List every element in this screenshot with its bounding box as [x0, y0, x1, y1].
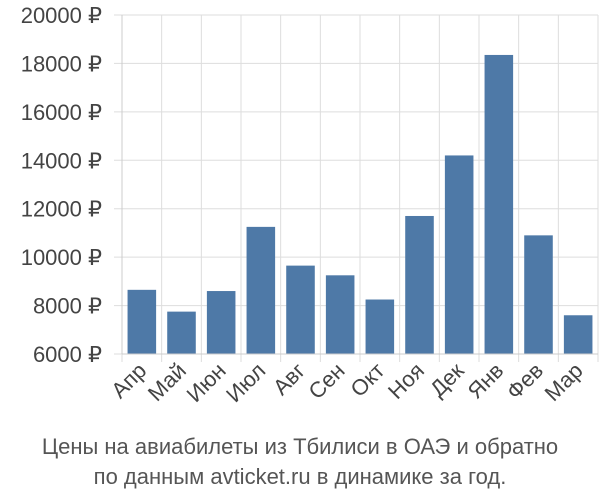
y-tick-label: 14000 ₽ [21, 148, 102, 173]
chart-caption-line-1: Цены на авиабилеты из Тбилиси в ОАЭ и об… [41, 434, 559, 459]
x-tick-label: Авг [268, 358, 310, 400]
y-tick-label: 16000 ₽ [21, 100, 102, 125]
bars [127, 54, 593, 354]
x-tick-label: Июн [182, 358, 231, 407]
y-tick-label: 10000 ₽ [21, 245, 102, 270]
bar [286, 265, 315, 354]
x-tick-label: Янв [463, 358, 509, 404]
bar [484, 54, 514, 354]
axes [121, 15, 598, 355]
bar [167, 311, 196, 354]
bar [246, 226, 276, 354]
grid-lines [114, 14, 599, 362]
bar [405, 215, 434, 354]
y-tick-label: 6000 ₽ [33, 342, 102, 367]
y-tick-label: 8000 ₽ [33, 294, 102, 319]
x-tick-label: Ноя [383, 358, 429, 404]
bar [444, 155, 474, 354]
x-tick-label: Май [143, 358, 191, 406]
x-tick-label: Апр [106, 358, 151, 403]
x-tick-label: Фев [502, 358, 548, 404]
x-tick-label: Сен [304, 358, 350, 404]
y-tick-label: 18000 ₽ [21, 51, 102, 76]
x-tick-label: Окт [345, 358, 389, 402]
bar [524, 235, 553, 354]
bar [127, 289, 157, 354]
y-tick-label: 12000 ₽ [21, 197, 102, 222]
bar [563, 315, 593, 354]
chart-caption-line-2: по данным avticket.ru в динамике за год. [93, 464, 507, 489]
bar [365, 299, 395, 354]
bar [325, 275, 355, 354]
x-tick-label: Июл [221, 358, 270, 407]
x-tick-label: Дек [425, 358, 469, 402]
y-tick-labels: 6000 ₽ 8000 ₽ 10000 ₽ 12000 ₽ 14000 ₽ 16000 ₽… [21, 3, 102, 367]
bar [206, 291, 236, 354]
y-tick-label: 20000 ₽ [21, 3, 102, 28]
x-tick-label: Мар [540, 358, 588, 406]
